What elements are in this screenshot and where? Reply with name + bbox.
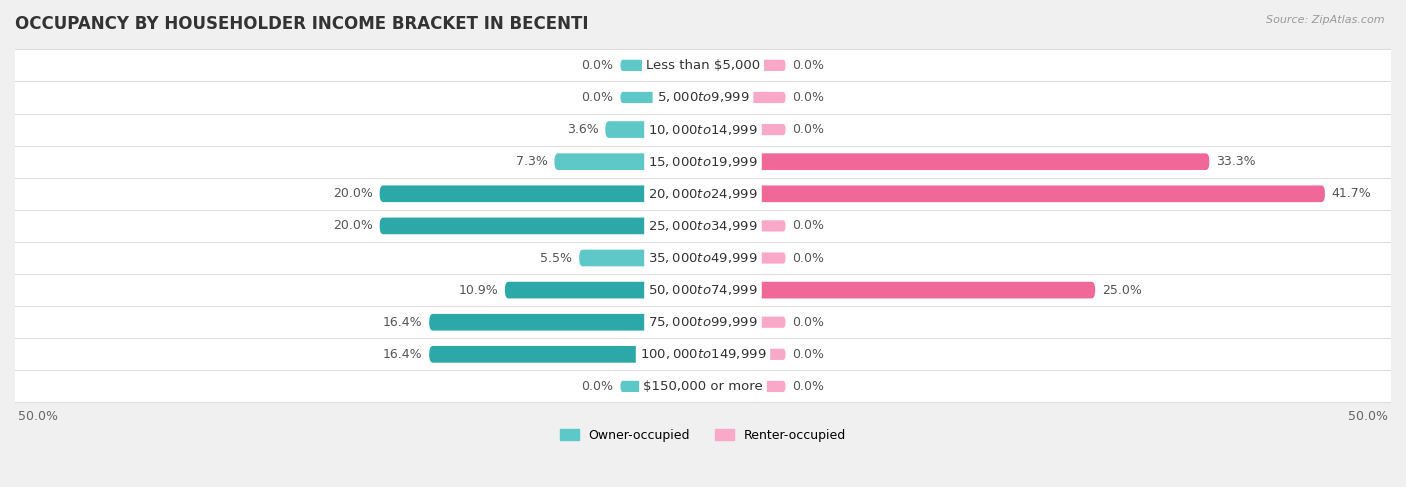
Text: 0.0%: 0.0% (793, 91, 824, 104)
Text: $75,000 to $99,999: $75,000 to $99,999 (648, 315, 758, 329)
FancyBboxPatch shape (15, 49, 1391, 81)
Text: $5,000 to $9,999: $5,000 to $9,999 (657, 91, 749, 105)
FancyBboxPatch shape (751, 349, 786, 360)
FancyBboxPatch shape (751, 381, 786, 392)
FancyBboxPatch shape (15, 338, 1391, 371)
Text: Less than $5,000: Less than $5,000 (645, 59, 761, 72)
Legend: Owner-occupied, Renter-occupied: Owner-occupied, Renter-occupied (555, 424, 851, 447)
Text: $15,000 to $19,999: $15,000 to $19,999 (648, 155, 758, 169)
Text: 20.0%: 20.0% (333, 220, 373, 232)
Text: Source: ZipAtlas.com: Source: ZipAtlas.com (1267, 15, 1385, 25)
Text: 0.0%: 0.0% (793, 380, 824, 393)
FancyBboxPatch shape (15, 178, 1391, 210)
FancyBboxPatch shape (429, 346, 655, 363)
FancyBboxPatch shape (606, 121, 655, 138)
FancyBboxPatch shape (751, 92, 786, 103)
FancyBboxPatch shape (751, 60, 786, 71)
Text: 25.0%: 25.0% (1102, 283, 1142, 297)
Text: OCCUPANCY BY HOUSEHOLDER INCOME BRACKET IN BECENTI: OCCUPANCY BY HOUSEHOLDER INCOME BRACKET … (15, 15, 589, 33)
Text: $100,000 to $149,999: $100,000 to $149,999 (640, 347, 766, 361)
Text: 0.0%: 0.0% (793, 251, 824, 264)
Text: 0.0%: 0.0% (582, 380, 613, 393)
FancyBboxPatch shape (751, 124, 786, 135)
Text: $150,000 or more: $150,000 or more (643, 380, 763, 393)
Text: 0.0%: 0.0% (582, 59, 613, 72)
FancyBboxPatch shape (15, 306, 1391, 338)
FancyBboxPatch shape (380, 186, 655, 202)
Text: 5.5%: 5.5% (540, 251, 572, 264)
FancyBboxPatch shape (751, 220, 786, 231)
FancyBboxPatch shape (15, 146, 1391, 178)
FancyBboxPatch shape (15, 274, 1391, 306)
Text: $10,000 to $14,999: $10,000 to $14,999 (648, 123, 758, 136)
Text: $20,000 to $24,999: $20,000 to $24,999 (648, 187, 758, 201)
FancyBboxPatch shape (15, 81, 1391, 113)
FancyBboxPatch shape (380, 218, 655, 234)
FancyBboxPatch shape (15, 113, 1391, 146)
Text: 0.0%: 0.0% (793, 348, 824, 361)
Text: 50.0%: 50.0% (18, 410, 58, 423)
FancyBboxPatch shape (15, 210, 1391, 242)
FancyBboxPatch shape (751, 186, 1324, 202)
Text: 41.7%: 41.7% (1331, 187, 1372, 200)
FancyBboxPatch shape (579, 250, 655, 266)
FancyBboxPatch shape (620, 381, 655, 392)
Text: 33.3%: 33.3% (1216, 155, 1256, 168)
FancyBboxPatch shape (751, 153, 1209, 170)
Text: 0.0%: 0.0% (582, 91, 613, 104)
Text: 0.0%: 0.0% (793, 316, 824, 329)
FancyBboxPatch shape (505, 282, 655, 299)
FancyBboxPatch shape (620, 92, 655, 103)
FancyBboxPatch shape (620, 60, 655, 71)
FancyBboxPatch shape (15, 242, 1391, 274)
FancyBboxPatch shape (15, 371, 1391, 402)
Text: $35,000 to $49,999: $35,000 to $49,999 (648, 251, 758, 265)
Text: 0.0%: 0.0% (793, 123, 824, 136)
Text: 0.0%: 0.0% (793, 220, 824, 232)
Text: 50.0%: 50.0% (1348, 410, 1388, 423)
Text: 3.6%: 3.6% (567, 123, 599, 136)
FancyBboxPatch shape (429, 314, 655, 331)
FancyBboxPatch shape (751, 252, 786, 263)
Text: 16.4%: 16.4% (382, 348, 422, 361)
Text: $50,000 to $74,999: $50,000 to $74,999 (648, 283, 758, 297)
FancyBboxPatch shape (554, 153, 655, 170)
Text: 7.3%: 7.3% (516, 155, 547, 168)
Text: 10.9%: 10.9% (458, 283, 498, 297)
Text: 16.4%: 16.4% (382, 316, 422, 329)
Text: $25,000 to $34,999: $25,000 to $34,999 (648, 219, 758, 233)
FancyBboxPatch shape (751, 317, 786, 328)
Text: 0.0%: 0.0% (793, 59, 824, 72)
Text: 20.0%: 20.0% (333, 187, 373, 200)
FancyBboxPatch shape (751, 282, 1095, 299)
